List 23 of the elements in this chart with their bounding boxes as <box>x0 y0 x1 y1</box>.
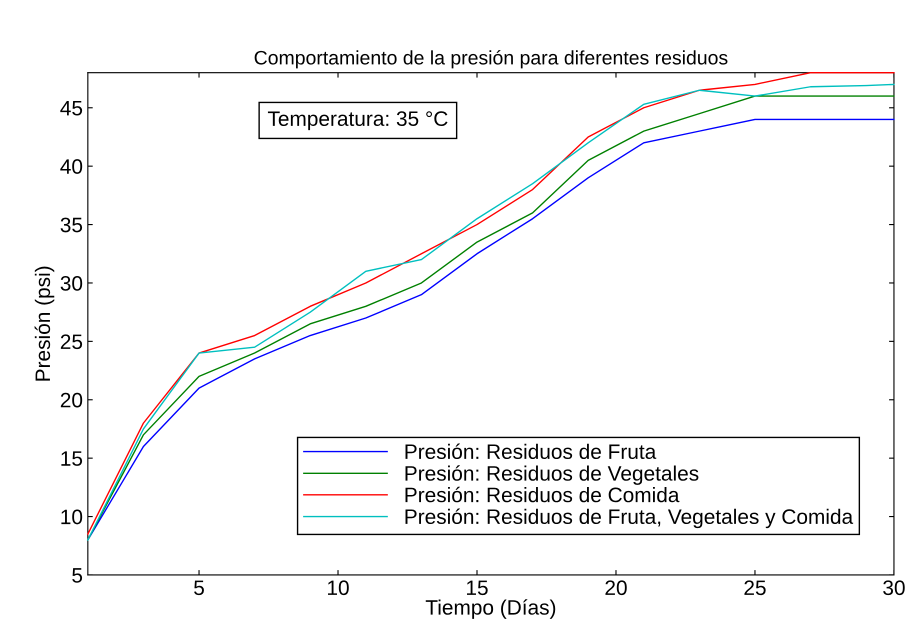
y-tick-label: 10 <box>61 510 82 524</box>
legend-label: Presión: Residuos de Fruta, Vegetales y Comida <box>406 508 854 528</box>
x-tick-label: 5 <box>194 580 204 596</box>
x-tick-label: 15 <box>467 580 488 596</box>
legend-label: Presión: Residuos de Fruta <box>406 443 656 460</box>
annotation: Temperatura: 35 °C <box>268 111 448 130</box>
x-axis-title: Tiempo (Días) <box>426 599 556 619</box>
legend-label: Presión: Residuos de Comida <box>406 486 680 502</box>
y-tick-label: 20 <box>60 392 82 408</box>
chart-title: Comportamiento de la presión para diferentes residuos <box>254 50 728 68</box>
y-tick-label: 5 <box>72 568 82 583</box>
y-tick-label: 45 <box>60 100 82 116</box>
y-axis-title: Presión (psi) <box>34 266 54 381</box>
x-tick-label: 25 <box>744 580 766 596</box>
y-tick-label: 15 <box>61 451 82 466</box>
y-tick-label: 35 <box>60 218 82 232</box>
x-tick-label: 10 <box>328 580 349 596</box>
y-tick-label: 40 <box>60 159 82 174</box>
legend-label: Presión: Residuos de Vegetales <box>406 465 698 485</box>
y-tick-label: 25 <box>60 334 82 350</box>
x-tick-label: 20 <box>605 580 627 596</box>
x-tick-label: 30 <box>883 580 905 596</box>
y-tick-label: 30 <box>60 276 82 291</box>
